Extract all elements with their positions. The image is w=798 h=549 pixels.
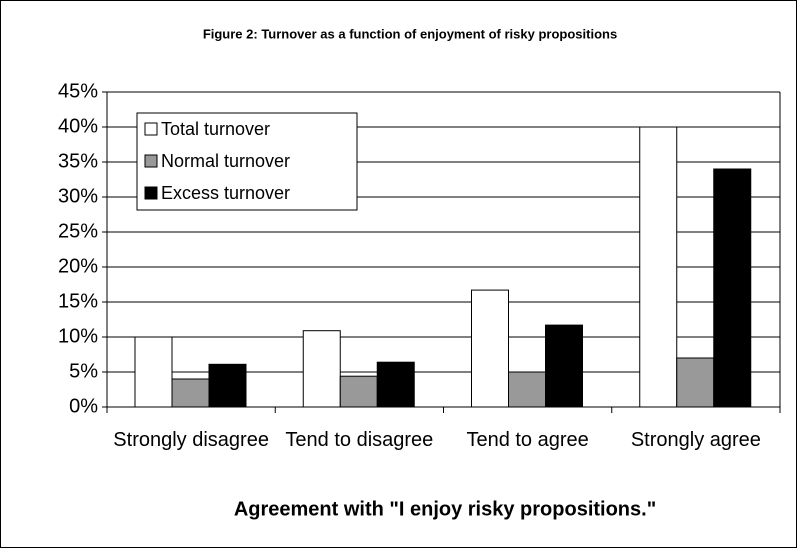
bar <box>302 330 341 408</box>
x-tick-label: Strongly disagree <box>113 429 269 451</box>
y-tick-label: 10% <box>58 325 98 347</box>
bar <box>545 324 583 408</box>
y-tick-label: 0% <box>69 395 98 417</box>
bar <box>208 363 247 408</box>
bar <box>471 289 509 408</box>
legend-label: Normal turnover <box>161 151 290 171</box>
x-axis-label: Agreement with "I enjoy risky propositio… <box>234 498 656 520</box>
chart-title: Figure 2: Turnover as a function of enjo… <box>203 26 617 41</box>
bar <box>713 168 752 408</box>
y-tick-label: 25% <box>58 220 98 242</box>
y-tick-label: 15% <box>58 290 98 312</box>
bar <box>676 357 715 408</box>
bar <box>639 126 678 408</box>
y-tick-label: 40% <box>58 115 98 137</box>
bar <box>376 361 415 408</box>
bar <box>508 371 546 408</box>
legend-label: Total turnover <box>161 119 270 139</box>
legend-swatch <box>144 154 158 168</box>
bar <box>339 375 378 408</box>
legend-swatch <box>144 122 158 136</box>
x-tick-label: Tend to agree <box>466 429 589 451</box>
legend-swatch <box>144 186 158 200</box>
legend-box <box>136 112 358 211</box>
bar <box>134 336 173 408</box>
y-tick-label: 45% <box>58 80 98 102</box>
y-tick-label: 5% <box>69 360 98 382</box>
y-tick-label: 20% <box>58 255 98 277</box>
y-tick-label: 30% <box>58 185 98 207</box>
x-tick-label: Strongly agree <box>630 429 761 451</box>
bar <box>171 378 210 408</box>
legend-label: Excess turnover <box>161 183 290 203</box>
x-tick-label: Tend to disagree <box>285 429 434 451</box>
y-tick-label: 35% <box>58 150 98 172</box>
